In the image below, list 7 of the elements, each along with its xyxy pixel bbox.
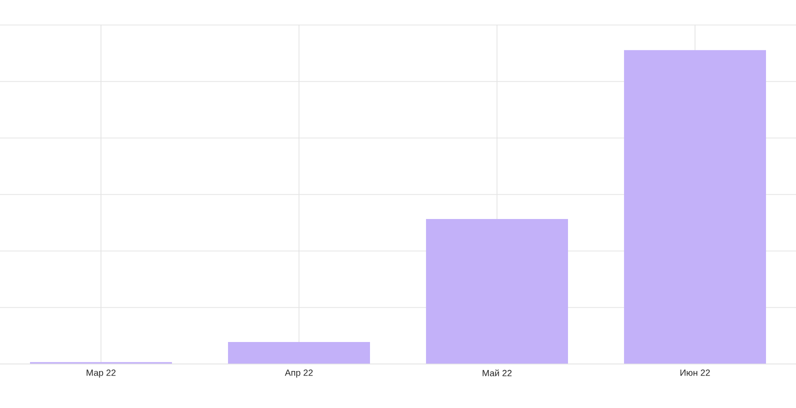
- x-tick-label: Июн 22: [680, 370, 710, 376]
- x-tick-label: Мар 22: [86, 370, 116, 378]
- bar: [228, 342, 370, 364]
- x-tick-label: Май 22: [482, 370, 512, 376]
- bar: [624, 50, 766, 364]
- x-tick-label: Апр 22: [284, 370, 313, 378]
- bar: [426, 218, 568, 364]
